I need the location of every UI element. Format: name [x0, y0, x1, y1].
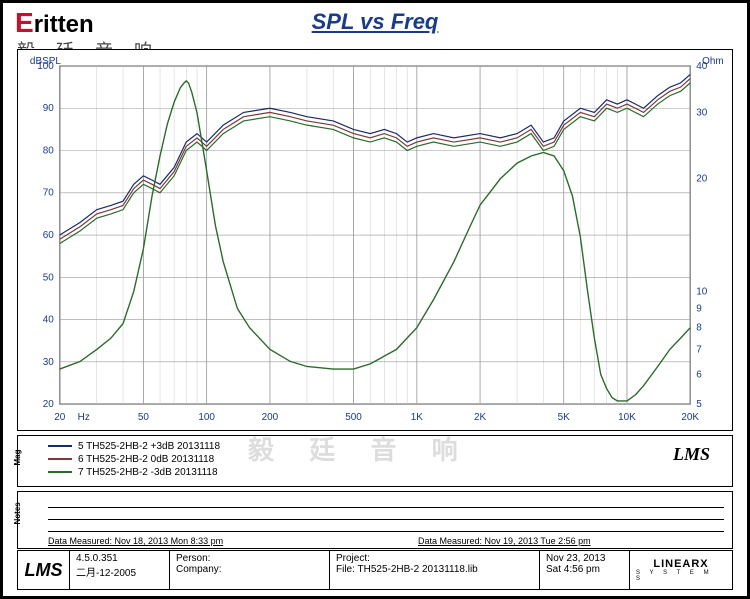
spl-chart: 20 50 100 200 500 1K 2K 5K 10K 20K 20 30 40 50 60 70 80 9…	[18, 50, 732, 430]
footer-person-company: Person: Company:	[170, 551, 330, 589]
svg-text:30: 30	[696, 108, 708, 119]
svg-text:50: 50	[43, 272, 55, 283]
svg-text:20K: 20K	[681, 412, 699, 423]
svg-text:dBSPL: dBSPL	[30, 56, 61, 67]
linearx-text: LINEARX	[653, 558, 708, 570]
chart-title: SPL vs Freq	[3, 9, 747, 35]
svg-text:200: 200	[262, 412, 279, 423]
svg-text:70: 70	[43, 188, 55, 199]
legend-entry: 7 TH525-2HB-2 -3dB 20131118	[48, 466, 220, 479]
svg-text:7: 7	[696, 344, 702, 355]
measured-2: Data Measured: Nov 19, 2013 Tue 2:56 pm	[418, 536, 591, 546]
date-1: Nov 23, 2013	[546, 553, 623, 564]
svg-text:20: 20	[54, 412, 66, 423]
svg-text:1K: 1K	[411, 412, 424, 423]
notes-box: Notes Data Measured: Nov 18, 2013 Mon 8:…	[17, 491, 733, 549]
svg-text:90: 90	[43, 103, 55, 114]
linearx-sub: S Y S T E M S	[636, 570, 726, 582]
legend-entry: 6 TH525-2HB-2 0dB 20131118	[48, 453, 220, 466]
svg-text:80: 80	[43, 145, 55, 156]
app-frame: Eritten 毅 廷 音 响 SPL vs Freq 205010020050…	[0, 0, 750, 599]
file-label: File: TH525-2HB-2 20131118.lib	[336, 564, 533, 575]
svg-text:50: 50	[138, 412, 150, 423]
company-label: Company:	[176, 564, 323, 575]
svg-text:8: 8	[696, 323, 702, 334]
notes-label: Notes	[13, 502, 22, 524]
svg-text:2K: 2K	[474, 412, 487, 423]
svg-text:9: 9	[696, 303, 702, 314]
svg-text:500: 500	[345, 412, 362, 423]
date-2: Sat 4:56 pm	[546, 564, 623, 575]
footer-lms: LMS	[18, 551, 70, 589]
footer-version: 4.5.0.351 二月-12-2005	[70, 551, 170, 589]
legend-label: Mag	[13, 450, 22, 466]
svg-text:Ohm: Ohm	[702, 56, 724, 67]
legend-entry: 5 TH525-2HB-2 +3dB 20131118	[48, 440, 220, 453]
svg-text:6: 6	[696, 369, 702, 380]
footer-project: Project: File: TH525-2HB-2 20131118.lib	[330, 551, 540, 589]
footer: LMS 4.5.0.351 二月-12-2005 Person: Company…	[17, 550, 733, 590]
chart-area: 20 50 100 200 500 1K 2K 5K 10K 20K 20 30 40 50 60 70 80 9…	[17, 49, 733, 431]
version-2: 二月-12-2005	[76, 564, 163, 579]
svg-text:30: 30	[43, 357, 55, 368]
svg-text:20: 20	[43, 399, 55, 410]
svg-text:100: 100	[198, 412, 215, 423]
svg-text:Hz: Hz	[78, 412, 90, 423]
person-label: Person:	[176, 553, 323, 564]
notes-lines	[48, 496, 724, 532]
svg-text:20: 20	[696, 174, 708, 185]
footer-date: Nov 23, 2013 Sat 4:56 pm	[540, 551, 630, 589]
svg-text:10: 10	[696, 286, 708, 297]
svg-text:5: 5	[696, 399, 702, 410]
brand-logo: Eritten	[15, 7, 94, 39]
svg-text:40: 40	[43, 315, 55, 326]
project-label: Project:	[336, 553, 533, 564]
svg-text:10K: 10K	[618, 412, 636, 423]
version-1: 4.5.0.351	[76, 553, 163, 564]
svg-text:60: 60	[43, 230, 55, 241]
legend-box: Mag 5 TH525-2HB-2 +3dB 201311186 TH525-2…	[17, 435, 733, 487]
footer-linearx: LINEARX S Y S T E M S	[630, 551, 732, 589]
svg-text:5K: 5K	[558, 412, 571, 423]
legend-entries: 5 TH525-2HB-2 +3dB 201311186 TH525-2HB-2…	[48, 440, 220, 479]
measured-1: Data Measured: Nov 18, 2013 Mon 8:33 pm	[48, 536, 223, 546]
